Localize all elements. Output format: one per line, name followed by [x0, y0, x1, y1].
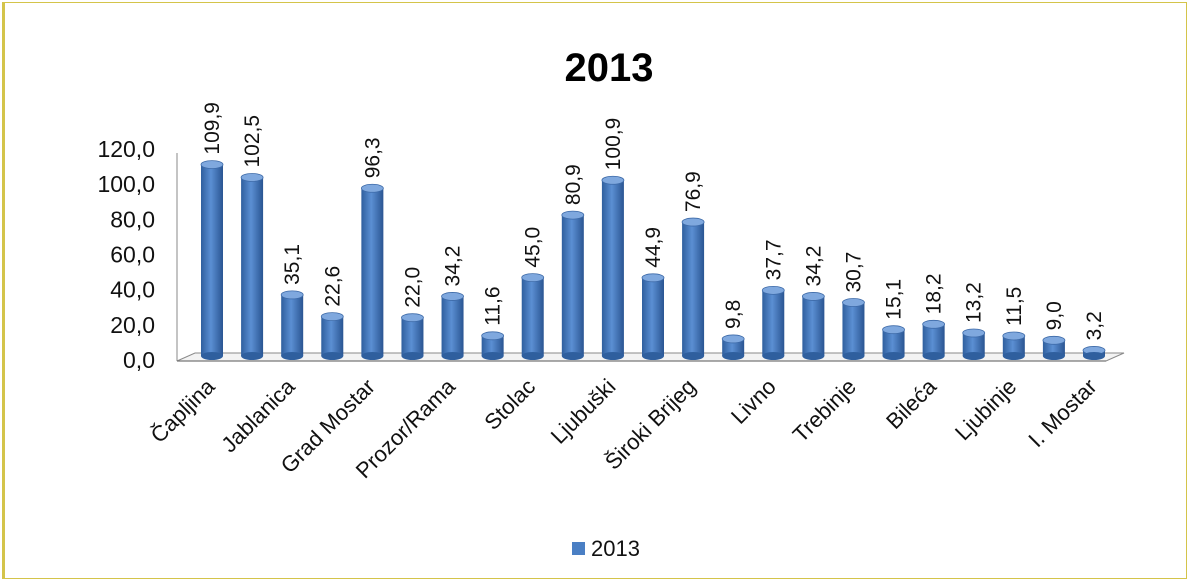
x-tick-label: Livno	[726, 374, 781, 429]
y-tick-label: 60,0	[110, 242, 155, 268]
bar	[842, 298, 865, 360]
data-label: 76,9	[682, 171, 705, 212]
bars	[200, 160, 1106, 360]
x-tick-label: Bileća	[881, 373, 942, 434]
x-tick-label: Ljubuški	[546, 374, 621, 449]
bar	[962, 328, 986, 360]
bar	[360, 183, 384, 360]
data-label: 34,2	[802, 246, 825, 287]
data-label: 100,9	[602, 118, 625, 171]
y-axis-ticks: 0,0 20,0 40,0 60,0 80,0 100,0 120,0	[97, 136, 155, 373]
data-label: 11,5	[1003, 287, 1026, 326]
bar	[561, 210, 585, 360]
bar	[280, 290, 304, 360]
x-tick-label: Ljubinje	[950, 374, 1021, 445]
bar	[601, 175, 625, 360]
data-label: 45,0	[522, 227, 545, 268]
bar	[441, 292, 464, 360]
data-label: 22,0	[401, 267, 424, 308]
y-tick-label: 0,0	[123, 347, 155, 373]
data-label: 37,7	[762, 239, 785, 280]
bar	[1042, 335, 1066, 360]
bar-chart: 2013 0,0 20,0 40,0 60,0 80,0 100,0 120,0 109,9…	[97, 46, 1125, 561]
legend-label: 2013	[591, 536, 640, 561]
bar	[882, 325, 905, 360]
data-label: 35,1	[281, 244, 304, 285]
bar	[721, 334, 745, 360]
bar	[922, 319, 946, 360]
bar	[521, 273, 545, 360]
bar	[240, 173, 264, 360]
bar	[401, 313, 424, 360]
x-tick-label: I. Mostar	[1023, 374, 1101, 452]
x-tick-label: Čapljina	[146, 373, 220, 447]
y-tick-label: 120,0	[97, 136, 155, 162]
data-label: 80,9	[562, 164, 585, 205]
data-label: 44,9	[642, 227, 665, 268]
legend: 2013	[572, 536, 640, 561]
data-label: 96,3	[361, 137, 384, 178]
y-tick-label: 20,0	[110, 312, 155, 338]
bar	[200, 160, 224, 360]
bar	[641, 273, 665, 360]
data-label: 15,1	[883, 279, 906, 320]
bar	[320, 312, 344, 360]
data-label: 34,2	[442, 246, 465, 287]
y-tick-label: 100,0	[97, 171, 155, 197]
bar	[481, 331, 505, 360]
data-label: 11,6	[482, 286, 505, 325]
data-labels: 109,9 102,5 35,1 22,6 96,3 22,0 34,2 11,6 45,0 80…	[201, 102, 1106, 340]
data-label: 18,2	[923, 273, 946, 314]
data-label: 30,7	[842, 252, 865, 293]
x-tick-label: Stolac	[479, 374, 540, 435]
chart-title: 2013	[565, 46, 654, 90]
data-label: 9,8	[722, 300, 745, 329]
bar	[1002, 331, 1026, 360]
x-tick-label: Jablanica	[216, 373, 300, 457]
x-tick-label: Trebinje	[788, 374, 861, 447]
bar	[801, 292, 825, 360]
data-label: 13,2	[963, 282, 986, 323]
data-label: 109,9	[201, 102, 224, 155]
data-label: 3,2	[1083, 311, 1106, 340]
bar	[761, 285, 785, 360]
legend-swatch	[572, 542, 585, 555]
bar	[1082, 346, 1106, 360]
data-label: 102,5	[241, 115, 264, 168]
data-label: 9,0	[1043, 301, 1066, 330]
y-tick-label: 80,0	[110, 206, 155, 232]
y-tick-label: 40,0	[110, 277, 155, 303]
data-label: 22,6	[321, 266, 344, 307]
bar	[681, 217, 705, 360]
